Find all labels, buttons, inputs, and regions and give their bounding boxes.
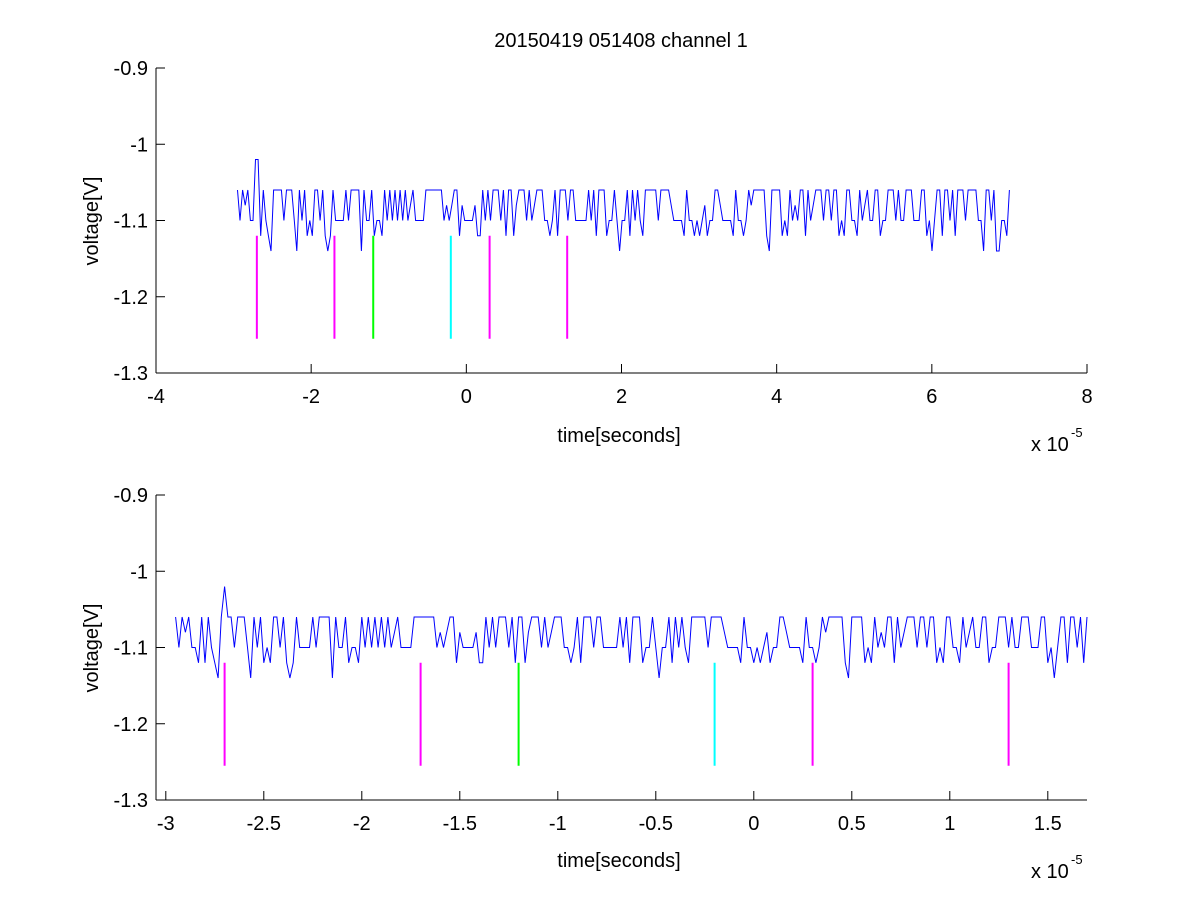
top-plot-area <box>237 159 1010 339</box>
top-ticks: -4 -2 0 2 4 6 8 -0.9 -1 -1.1 -1.2 -1.3 <box>114 58 1093 408</box>
bottom-x-tick-label: 0 <box>748 813 759 835</box>
top-x-tick-label: 2 <box>616 386 627 408</box>
bottom-y-tick-label: -1.2 <box>114 714 148 736</box>
bottom-y-tick-label: -1.3 <box>114 790 148 812</box>
top-y-tick-label: -1 <box>130 134 148 156</box>
bottom-ticks: -3 -2.5 -2 -1.5 -1 -0.5 0 0.5 1 1.5 -0.9 -1 -1.1 -1.2… <box>114 485 1062 835</box>
bottom-axes: -3 -2.5 -2 -1.5 -1 -0.5 0 0.5 1 1.5 -0.9 -1 -1.1 -1.2… <box>81 485 1088 883</box>
top-y-tick-label: -1.3 <box>114 363 148 385</box>
top-x-tick-label: 6 <box>926 386 937 408</box>
bottom-x-tick-label: -3 <box>157 813 175 835</box>
top-x-tick-label: 0 <box>461 386 472 408</box>
bottom-y-tick-label: -1 <box>130 561 148 583</box>
top-y-tick-label: -1.2 <box>114 287 148 309</box>
top-x-tick-label: 4 <box>771 386 782 408</box>
top-x-exponent-label: x 10 <box>1031 434 1069 456</box>
top-y-tick-label: -0.9 <box>114 58 148 80</box>
bottom-signal-line <box>175 586 1088 679</box>
bottom-x-tick-label: -1 <box>549 813 567 835</box>
bottom-x-tick-label: 0.5 <box>838 813 866 835</box>
bottom-x-exponent: -5 <box>1071 852 1083 867</box>
top-y-tick-label: -1.1 <box>114 211 148 233</box>
bottom-y-axis-label: voltage[V] <box>81 604 103 693</box>
bottom-y-tick-label: -0.9 <box>114 485 148 507</box>
bottom-x-tick-label: -2 <box>353 813 371 835</box>
bottom-plot-area <box>175 586 1088 766</box>
top-y-axis-label: voltage[V] <box>81 177 103 266</box>
bottom-x-exponent-label: x 10 <box>1031 861 1069 883</box>
bottom-x-tick-label: 1 <box>944 813 955 835</box>
top-x-tick-label: -4 <box>147 386 165 408</box>
bottom-x-axis-label: time[seconds] <box>557 850 680 872</box>
bottom-x-tick-label: 1.5 <box>1034 813 1062 835</box>
bottom-x-tick-label: -0.5 <box>639 813 673 835</box>
top-axes: -4 -2 0 2 4 6 8 -0.9 -1 -1.1 -1.2 -1.3 time[seconds… <box>81 58 1093 456</box>
figure-title: 20150419 051408 channel 1 <box>494 30 748 52</box>
top-signal-line <box>237 159 1010 252</box>
bottom-x-tick-label: -1.5 <box>443 813 477 835</box>
top-x-tick-label: -2 <box>302 386 320 408</box>
bottom-x-tick-label: -2.5 <box>247 813 281 835</box>
bottom-y-tick-label: -1.1 <box>114 638 148 660</box>
top-x-tick-label: 8 <box>1081 386 1092 408</box>
top-x-exponent: -5 <box>1071 425 1083 440</box>
top-x-axis-label: time[seconds] <box>557 425 680 447</box>
